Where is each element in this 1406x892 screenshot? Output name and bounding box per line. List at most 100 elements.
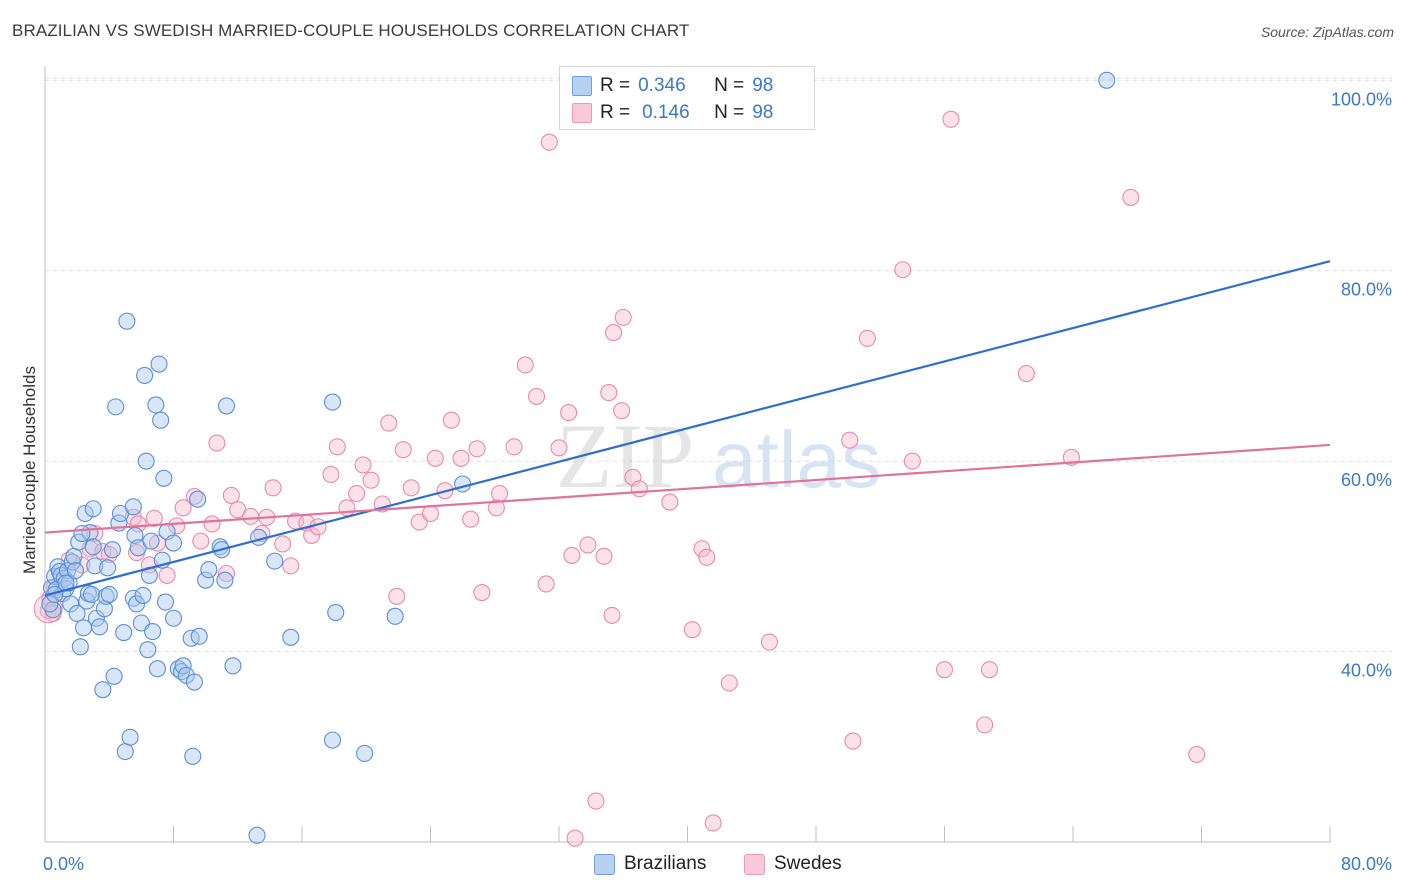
swedes-point xyxy=(473,583,491,602)
swedes-point xyxy=(468,440,486,458)
swedes-point xyxy=(487,499,505,517)
swedes-point xyxy=(540,133,558,151)
swedes-point xyxy=(410,513,428,531)
brazilians-point xyxy=(73,524,91,543)
legend-swatch-swedes xyxy=(572,103,592,123)
brazilians-point xyxy=(103,541,122,559)
swedes-point xyxy=(100,545,118,564)
brazilians-point xyxy=(144,623,162,641)
correlation-legend: R = 0.346 N = 98 R = 0.146 N = 98 xyxy=(559,66,815,130)
swedes-point xyxy=(158,566,176,584)
bottom-legend-swatch-swedes xyxy=(744,853,765,875)
swedes-point xyxy=(579,536,597,554)
swedes-point xyxy=(452,449,470,467)
brazilians-point xyxy=(282,628,300,646)
brazilians-point xyxy=(1098,71,1116,89)
swedes-point xyxy=(505,438,523,456)
swedes-point xyxy=(217,564,236,583)
brazilians-point xyxy=(155,469,173,487)
swedes-point xyxy=(760,633,778,651)
swedes-point xyxy=(348,484,366,503)
legend-n-value-swedes: 98 xyxy=(752,102,774,123)
brazilians-point xyxy=(100,585,118,603)
swedes-point xyxy=(322,465,340,484)
swedes-point xyxy=(491,484,509,503)
brazilians-point xyxy=(216,571,234,589)
brazilians-point xyxy=(454,475,472,493)
swedes-point xyxy=(595,547,613,565)
brazilians-point xyxy=(83,585,101,603)
brazilians-point xyxy=(76,504,94,523)
brazilians-point xyxy=(148,660,166,678)
swedes-point xyxy=(844,732,862,750)
swedes-point xyxy=(192,532,210,550)
swedes-point xyxy=(421,504,440,523)
brazilians-point xyxy=(84,500,102,518)
legend-r-label: R = xyxy=(600,102,631,123)
brazilians-point xyxy=(121,728,139,746)
brazilians-point xyxy=(132,614,150,632)
y-tick-label: 60.0% xyxy=(1341,470,1392,490)
x-tick-label-min: 0.0% xyxy=(43,854,84,874)
brazilians-point xyxy=(118,312,136,330)
swedes-point xyxy=(1017,364,1035,383)
swedes-point xyxy=(661,493,679,511)
swedes-point xyxy=(203,515,221,533)
brazilians-point xyxy=(139,641,157,659)
legend-n-label: N = xyxy=(714,102,745,123)
brazilians-point xyxy=(156,593,175,611)
swedes-point xyxy=(426,449,444,467)
swedes-point xyxy=(362,471,380,489)
brazilians-point xyxy=(86,557,104,575)
legend-r-value-brazilians: 0.346 xyxy=(638,75,686,96)
swedes-point xyxy=(560,404,578,422)
swedes-point xyxy=(462,510,480,528)
swedes-point xyxy=(613,402,631,420)
legend-row-swedes: R = 0.146 N = 98 xyxy=(572,100,774,126)
swedes-point xyxy=(720,674,738,692)
swedes-point xyxy=(274,535,292,553)
swedes-point xyxy=(841,431,859,449)
y-tick-label: 80.0% xyxy=(1341,280,1392,300)
legend-swatch-brazilians xyxy=(572,76,592,96)
swedes-point xyxy=(1122,188,1140,206)
swedes-point xyxy=(222,486,240,504)
swedes-point xyxy=(402,479,420,497)
swedes-point xyxy=(935,661,954,679)
y-tick-label: 100.0% xyxy=(1331,89,1392,109)
bottom-legend-swedes: Swedes xyxy=(744,852,842,876)
brazilians-point xyxy=(152,411,170,429)
brazilians-point xyxy=(323,393,342,411)
brazilians-point xyxy=(164,534,183,552)
swedes-point xyxy=(354,456,372,474)
bottom-legend-label-swedes: Swedes xyxy=(774,853,842,874)
brazilians-point xyxy=(124,498,142,516)
bottom-legend-swatch-brazilians xyxy=(594,853,615,875)
brazilians-point xyxy=(94,681,112,699)
legend-n-label: N = xyxy=(714,75,745,96)
swedes-point xyxy=(380,414,398,432)
brazilians-point xyxy=(185,673,203,691)
swedes-point xyxy=(903,452,921,470)
brazilians-point xyxy=(386,607,404,625)
swedes-point xyxy=(442,411,460,429)
brazilians-point xyxy=(71,638,89,656)
swedes-point xyxy=(328,438,346,456)
brazilians-point xyxy=(65,547,83,565)
swedes-point xyxy=(563,546,581,564)
chart-title: BRAZILIAN VS SWEDISH MARRIED-COUPLE HOUS… xyxy=(12,21,690,40)
swedes-point xyxy=(976,716,994,734)
swedes-point xyxy=(168,517,186,535)
swedes-point xyxy=(516,356,534,374)
grid xyxy=(45,77,1392,653)
swedes-point xyxy=(704,814,722,832)
brazilians-point xyxy=(107,398,125,416)
swedes-point xyxy=(388,587,406,605)
brazilians-point xyxy=(217,397,236,415)
swedes-point xyxy=(587,792,605,810)
brazilians-point xyxy=(189,490,207,508)
swedes-point xyxy=(605,324,623,342)
brazilians-point xyxy=(323,731,342,749)
swedes-point xyxy=(145,509,163,527)
swedes-point xyxy=(858,329,876,347)
